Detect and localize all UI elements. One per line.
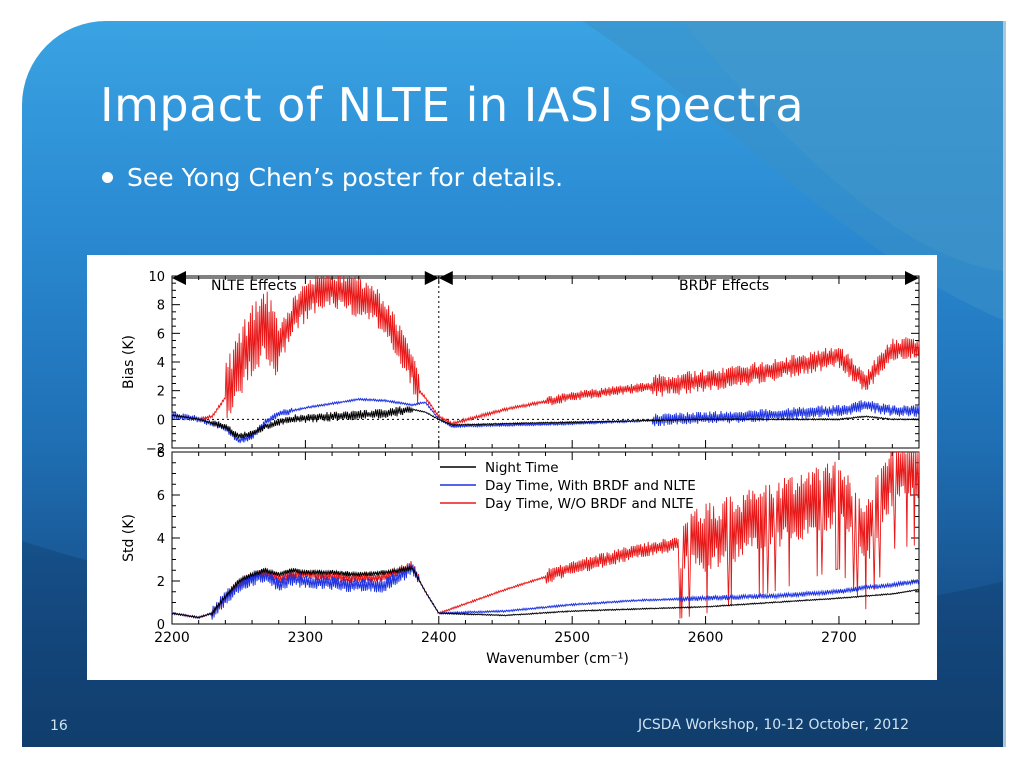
bottom-y-tick-label: 4 (157, 532, 165, 547)
top-y-tick-label: 6 (157, 327, 165, 342)
bottom-series-night (171, 565, 920, 619)
nlte-left-arrow-icon (172, 271, 186, 285)
top-series-day-brdf (171, 397, 920, 444)
bottom-y-axis-label: Std (K) (121, 514, 137, 562)
footer-text: JCSDA Workshop, 10-12 October, 2012 (638, 717, 910, 733)
bottom-series-day-brdf (171, 563, 920, 620)
x-tick-label: 2700 (821, 630, 857, 646)
x-tick-label: 2200 (154, 630, 190, 646)
x-axis-label: Wavenumber (cm⁻¹) (486, 651, 629, 667)
top-y-tick-label: 0 (157, 413, 165, 428)
nlte-right-arrow-icon (424, 271, 439, 285)
bottom-y-tick-label: 8 (157, 446, 165, 461)
top-y-tick-label: 10 (148, 270, 165, 285)
top-series-night (171, 406, 920, 439)
legend-label-night: Night Time (485, 460, 559, 476)
x-tick-label: 2300 (288, 630, 324, 646)
top-y-tick-label: −2 (146, 442, 165, 457)
figure-panel: 10 8 6 4 2 0 −2 Bias (K) 8 6 4 2 0 Std (K) 2200 2300 240… (87, 255, 937, 680)
x-tick-label: 2400 (421, 630, 457, 646)
legend-label-day-brdf: Day Time, With BRDF and NLTE (485, 478, 696, 494)
top-y-tick-label: 2 (157, 385, 165, 400)
bottom-y-tick-label: 0 (157, 618, 165, 633)
slide-title: Impact of NLTE in IASI spectra (100, 78, 805, 132)
brdf-effects-label: BRDF Effects (679, 278, 769, 294)
nlte-spectra-chart: 10 8 6 4 2 0 −2 Bias (K) 8 6 4 2 0 Std (K) 2200 2300 240… (121, 270, 920, 667)
top-y-axis-label: Bias (K) (121, 335, 137, 389)
nlte-effects-label: NLTE Effects (211, 278, 297, 294)
bullet-dot-icon (102, 171, 113, 183)
bullet-item: See Yong Chen’s poster for details. (102, 163, 563, 192)
bottom-y-tick-label: 2 (157, 575, 165, 590)
slide-edge (1003, 21, 1006, 747)
bottom-series-day-nobrdf (171, 451, 920, 620)
x-tick-label: 2500 (554, 630, 590, 646)
page-number: 16 (50, 718, 68, 734)
top-series-day-nobrdf (171, 275, 920, 426)
legend-label-day-nobrdf: Day Time, W/O BRDF and NLTE (485, 496, 694, 512)
brdf-left-arrow-icon (438, 271, 453, 285)
x-tick-label: 2600 (688, 630, 724, 646)
bottom-y-tick-label: 6 (157, 489, 165, 504)
top-y-tick-label: 4 (157, 356, 165, 371)
bullet-text: See Yong Chen’s poster for details. (127, 163, 564, 192)
top-y-tick-label: 8 (157, 299, 165, 314)
brdf-right-arrow-icon (905, 271, 919, 285)
